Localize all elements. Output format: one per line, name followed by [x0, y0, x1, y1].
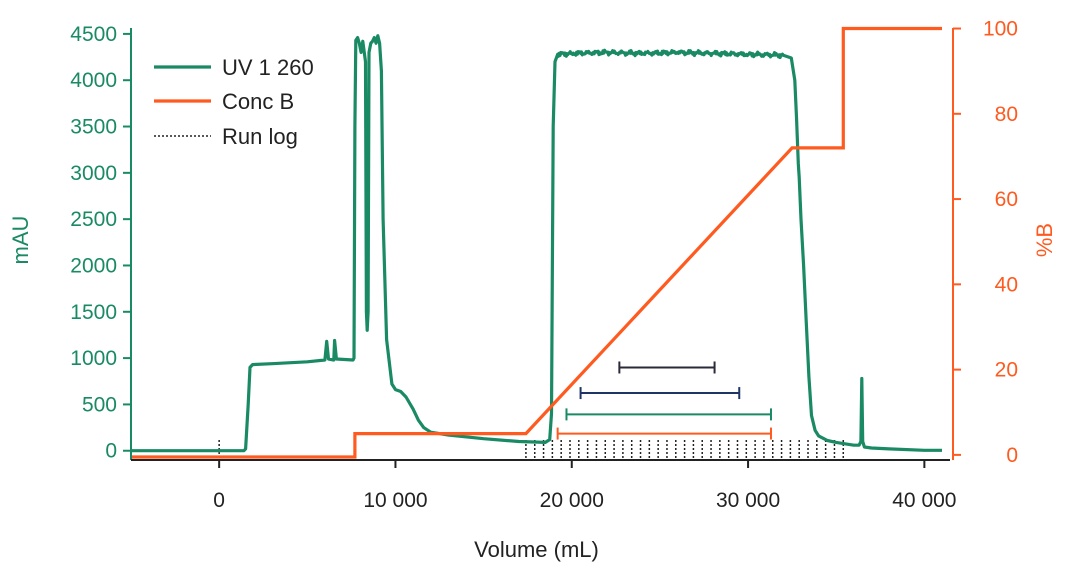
legend: UV 1 260 Conc B Run log	[154, 55, 314, 149]
fraction-bar	[565, 408, 772, 421]
x-ticks: 0 10 000 20 000 30 000 40 000	[213, 460, 956, 512]
right-tick-label: 20	[995, 359, 1018, 382]
fraction-bars	[556, 361, 772, 440]
series-conc-b-line	[131, 26, 942, 459]
left-tick-label: 3000	[70, 162, 117, 185]
run-log-layer	[218, 440, 845, 460]
right-tick-label: 40	[995, 273, 1018, 296]
fraction-bar	[618, 361, 716, 374]
right-tick-label: 0	[1006, 444, 1018, 467]
legend-label-conc-b: Conc B	[222, 89, 294, 114]
left-y-ticks: 0 500 1000 1500 2000 2500 3000 3500 4000 4500	[70, 23, 131, 463]
left-tick-label: 0	[105, 440, 117, 463]
left-tick-label: 4000	[70, 69, 117, 92]
left-tick-label: 1500	[70, 301, 117, 324]
left-tick-label: 2500	[70, 208, 117, 231]
left-tick-label: 2000	[70, 254, 117, 277]
right-tick-label: 60	[995, 188, 1018, 211]
x-tick-label: 10 000	[363, 489, 427, 512]
plot-area	[131, 26, 942, 460]
x-axis-title: Volume (mL)	[474, 537, 599, 562]
legend-label-run-log: Run log	[222, 124, 298, 149]
right-y-ticks: 0 20 40 60 80 100	[953, 18, 1018, 467]
x-tick-label: 30 000	[716, 489, 780, 512]
fraction-bar	[556, 427, 772, 440]
left-tick-label: 4500	[70, 23, 117, 46]
right-tick-label: 80	[995, 103, 1018, 126]
series-layer	[131, 26, 942, 459]
right-y-axis-title: %B	[1032, 223, 1057, 257]
x-tick-label: 40 000	[892, 489, 956, 512]
left-tick-label: 3500	[70, 116, 117, 139]
series-uv-line	[131, 34, 942, 453]
right-tick-label: 100	[983, 18, 1018, 41]
fraction-bar	[579, 387, 741, 400]
x-tick-label: 20 000	[540, 489, 604, 512]
left-y-axis-title: mAU	[8, 216, 33, 265]
x-tick-label: 0	[213, 489, 225, 512]
left-tick-label: 1000	[70, 347, 117, 370]
legend-label-uv: UV 1 260	[222, 55, 314, 80]
left-tick-label: 500	[82, 393, 117, 416]
